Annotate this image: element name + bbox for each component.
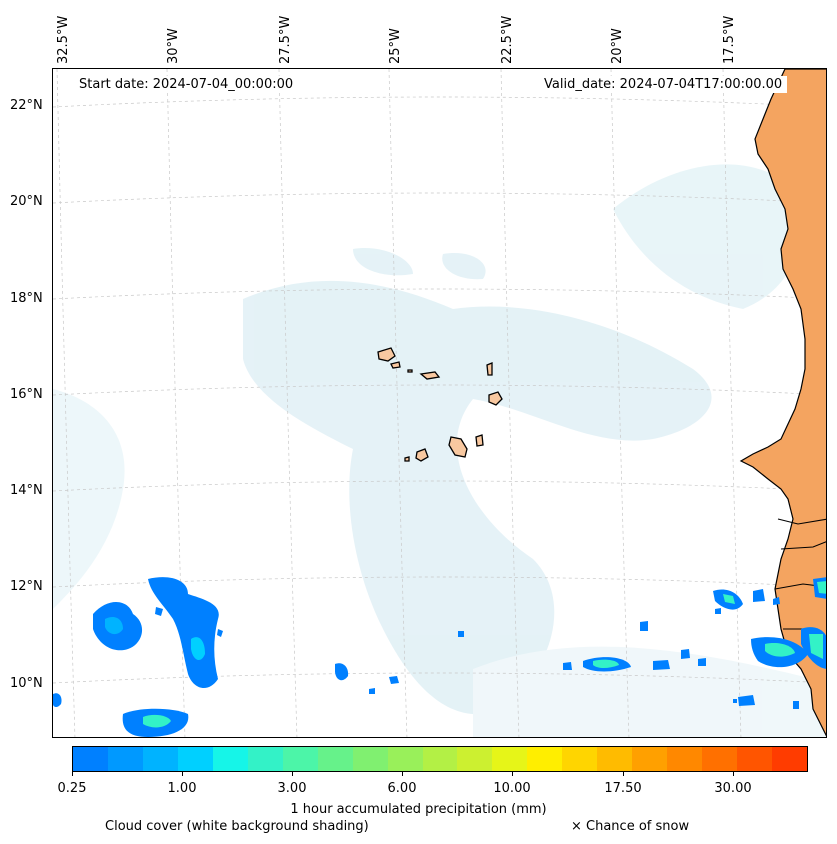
colorbar-tick-label: 3.00 bbox=[277, 781, 307, 796]
cape-verde-islands bbox=[377, 347, 503, 462]
island-fogo bbox=[415, 448, 429, 462]
colorbar-tick-label: 0.25 bbox=[57, 781, 87, 796]
colorbar-segment bbox=[352, 747, 388, 771]
colorbar-segment bbox=[387, 747, 423, 771]
colorbar-tick-label: 10.00 bbox=[493, 781, 531, 796]
colorbar-segment bbox=[457, 747, 493, 771]
cloud-band-west bbox=[53, 389, 125, 609]
longitude-label: 30°W bbox=[166, 28, 181, 64]
parallel-line bbox=[53, 384, 826, 396]
colorbar-segment bbox=[73, 747, 108, 771]
colorbar-segment bbox=[597, 747, 633, 771]
precipitation-layer bbox=[53, 577, 826, 737]
latitude-label: 20°N bbox=[10, 194, 43, 209]
island-santa-luzia bbox=[407, 369, 413, 373]
colorbar-tick-label: 30.00 bbox=[714, 781, 752, 796]
island-boa-vista bbox=[488, 391, 503, 406]
cloud-cover-note: Cloud cover (white background shading) bbox=[105, 819, 369, 834]
colorbar-tick-mark bbox=[402, 772, 403, 776]
island-brava bbox=[404, 456, 410, 462]
cloud-cover-layer bbox=[53, 164, 826, 737]
cloud-streak bbox=[353, 248, 413, 276]
latitude-label: 22°N bbox=[10, 98, 43, 113]
longitude-label: 27.5°W bbox=[278, 15, 293, 64]
parallel-line bbox=[53, 288, 826, 300]
latitude-label: 10°N bbox=[10, 676, 43, 691]
cloud-streak-2 bbox=[442, 253, 486, 280]
colorbar-label: 1 hour accumulated precipitation (mm) bbox=[290, 802, 547, 817]
start-date-label: Start date: 2024-07-04_00:00:00 bbox=[74, 76, 299, 93]
parallel-line bbox=[53, 96, 826, 108]
colorbar-tick-mark bbox=[292, 772, 293, 776]
parallel-line bbox=[53, 192, 826, 204]
colorbar-tick-label: 1.00 bbox=[167, 781, 197, 796]
map-canvas bbox=[53, 69, 826, 737]
precip-cluster-central bbox=[335, 631, 464, 694]
island-santiago bbox=[448, 436, 468, 458]
colorbar-segment bbox=[632, 747, 668, 771]
colorbar-segment bbox=[282, 747, 318, 771]
parallel-line bbox=[53, 480, 826, 492]
longitude-label: 22.5°W bbox=[500, 15, 515, 64]
colorbar-tick-mark bbox=[72, 772, 73, 776]
parallel-line bbox=[53, 672, 826, 684]
longitude-label: 25°W bbox=[388, 28, 403, 64]
colorbar-segment bbox=[492, 747, 528, 771]
longitude-label: 20°W bbox=[610, 28, 625, 64]
island-santo-antao bbox=[377, 347, 396, 362]
island-sao-vicente bbox=[390, 361, 401, 369]
cloud-band-south bbox=[473, 646, 826, 737]
colorbar-segment bbox=[737, 747, 773, 771]
precip-cluster-east bbox=[563, 577, 826, 709]
colorbar-segment bbox=[142, 747, 178, 771]
precip-cluster-west bbox=[53, 577, 223, 737]
island-sao-nicolau bbox=[419, 371, 441, 380]
colorbar-segment bbox=[527, 747, 563, 771]
latitude-label: 18°N bbox=[10, 291, 43, 306]
colorbar-segment bbox=[317, 747, 353, 771]
colorbar-segment bbox=[177, 747, 213, 771]
latitude-label: 14°N bbox=[10, 483, 43, 498]
longitude-label: 17.5°W bbox=[722, 15, 737, 64]
colorbar-segment bbox=[107, 747, 143, 771]
colorbar-tick-label: 17.50 bbox=[604, 781, 642, 796]
colorbar bbox=[72, 746, 808, 772]
latitude-label: 12°N bbox=[10, 579, 43, 594]
longitude-label: 32.5°W bbox=[56, 15, 71, 64]
island-sal bbox=[486, 362, 493, 376]
colorbar-tick-label: 6.00 bbox=[387, 781, 417, 796]
cloud-band-central bbox=[243, 280, 712, 715]
colorbar-segment bbox=[212, 747, 248, 771]
colorbar-segment bbox=[562, 747, 598, 771]
colorbar-tick-mark bbox=[182, 772, 183, 776]
colorbar-tick-mark bbox=[733, 772, 734, 776]
colorbar-segment bbox=[422, 747, 458, 771]
colorbar-segment bbox=[702, 747, 738, 771]
latitude-label: 16°N bbox=[10, 387, 43, 402]
colorbar-segment bbox=[772, 747, 808, 771]
colorbar-tick-mark bbox=[623, 772, 624, 776]
colorbar-segment bbox=[247, 747, 283, 771]
valid-date-label: Valid_date: 2024-07-04T17:00:00.00 bbox=[539, 76, 788, 93]
snow-note: × Chance of snow bbox=[571, 819, 690, 834]
map-panel bbox=[52, 68, 827, 738]
island-maio bbox=[475, 434, 484, 447]
colorbar-segment bbox=[667, 747, 703, 771]
cloud-band-north bbox=[613, 164, 801, 309]
colorbar-tick-mark bbox=[512, 772, 513, 776]
